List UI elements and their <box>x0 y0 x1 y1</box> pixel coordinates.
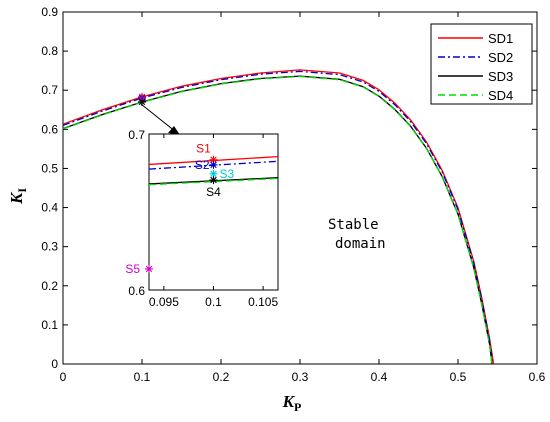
y-axis-ticks: 0 0.1 0.2 0.3 0.4 0.5 0.6 0.7 0.8 0.9 <box>41 5 537 371</box>
y-tick-label: 0.6 <box>41 122 58 136</box>
main-marker-4 <box>138 97 146 106</box>
y-axis-label: KI <box>7 188 29 205</box>
inset-x-tick-label: 0.1 <box>205 295 222 309</box>
y-tick-label: 0.5 <box>41 161 58 175</box>
x-tick-label: 0.4 <box>371 370 388 384</box>
inset-point-s1-stroke <box>210 156 217 163</box>
legend-label-sd3: SD3 <box>488 69 513 84</box>
inset-point-s5-stroke <box>145 265 153 273</box>
inset-y-tick-label: 0.7 <box>128 128 145 142</box>
inset-point-s4 <box>209 176 218 185</box>
y-tick-label: 0 <box>51 357 58 371</box>
zoom-arrow <box>140 103 180 135</box>
inset-x-tick-label: 0.105 <box>248 295 278 309</box>
x-tick-label: 0.2 <box>213 370 230 384</box>
legend-label-sd4: SD4 <box>488 88 513 103</box>
inset-point-s2 <box>209 160 218 169</box>
x-tick-label: 0.6 <box>529 370 546 384</box>
inset-y-tick-label: 0.6 <box>128 284 145 298</box>
y-tick-label: 0.8 <box>41 44 58 58</box>
x-axis-ticks: 0 0.1 0.2 0.3 0.4 0.5 0.6 <box>60 12 546 384</box>
inset-point-s4-stroke <box>210 176 217 184</box>
annotation-line-1: Stable <box>328 217 379 233</box>
inset-point-label-s5: S5 <box>125 262 140 276</box>
inset-point-s3-stroke <box>210 170 217 177</box>
y-axis-label-sub: I <box>15 188 29 193</box>
annotation-line-2: domain <box>335 236 386 252</box>
zoom-arrow-shaft <box>140 103 177 133</box>
inset-plot: S1 S2 S3 S4 S5 0.095 0.1 0.105 0.6 0.7 <box>125 128 279 309</box>
inset-point-s2-stroke <box>210 161 217 169</box>
y-tick-label: 0.2 <box>41 279 58 293</box>
inset-x-tick-label: 0.095 <box>149 295 179 309</box>
main-markers-group <box>138 92 146 106</box>
x-tick-label: 0.1 <box>134 370 151 384</box>
inset-point-label-s4: S4 <box>206 185 221 199</box>
x-axis-label-sub: P <box>294 400 301 414</box>
y-tick-label: 0.1 <box>41 318 58 332</box>
x-axis-label-main: K <box>282 392 296 411</box>
inset-y-ticks: 0.6 0.7 <box>128 128 278 298</box>
inset-x-ticks: 0.095 0.1 0.105 <box>149 134 278 309</box>
y-tick-label: 0.7 <box>41 83 58 97</box>
x-tick-label: 0 <box>60 370 67 384</box>
inset-point-label-s2: S2 <box>195 158 210 172</box>
inset-point-label-s1: S1 <box>196 142 211 156</box>
y-tick-label: 0.3 <box>41 240 58 254</box>
y-tick-label: 0.4 <box>41 201 58 215</box>
zoom-arrow-head <box>168 126 180 135</box>
legend-box <box>430 23 533 105</box>
inset-point-s5 <box>145 264 153 273</box>
stable-domain-label: Stable domain <box>328 217 386 252</box>
legend-items: SD1 SD2 SD3 SD4 <box>438 31 513 103</box>
y-axis-label-main: K <box>7 191 26 205</box>
x-tick-label: 0.3 <box>292 370 309 384</box>
main-series-group <box>62 69 495 365</box>
inset-points-group: S1 S2 S3 S4 S5 <box>125 142 234 276</box>
legend: SD1 SD2 SD3 SD4 <box>430 23 533 105</box>
x-tick-label: 0.5 <box>450 370 467 384</box>
x-axis-label: KP <box>282 392 302 414</box>
y-tick-label: 0.9 <box>41 5 58 19</box>
series-line-sd2 <box>62 70 494 365</box>
inset-point-s1 <box>209 155 218 164</box>
legend-label-sd2: SD2 <box>488 50 513 65</box>
main-marker-4-stroke <box>138 98 146 106</box>
series-line-sd4 <box>62 75 493 365</box>
legend-label-sd1: SD1 <box>488 31 513 46</box>
inset-point-label-s3: S3 <box>220 167 235 181</box>
